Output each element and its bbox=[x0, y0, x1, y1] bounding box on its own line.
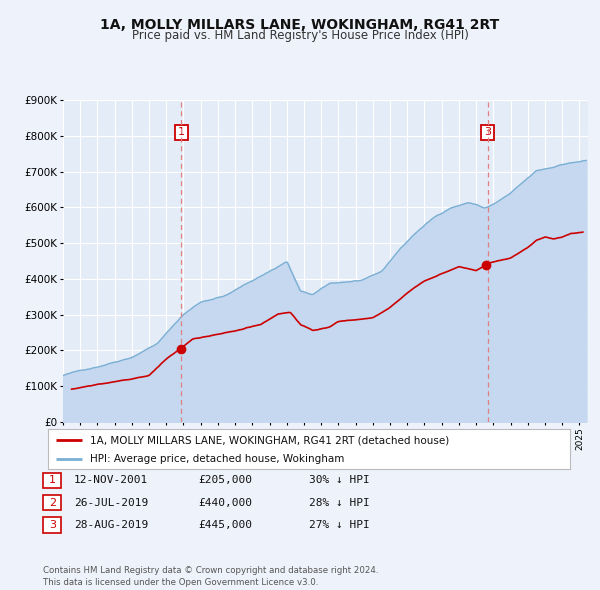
Text: 27% ↓ HPI: 27% ↓ HPI bbox=[308, 520, 370, 530]
Text: £440,000: £440,000 bbox=[198, 498, 252, 507]
Text: 3: 3 bbox=[49, 520, 56, 530]
Text: 1: 1 bbox=[49, 476, 56, 485]
Text: Price paid vs. HM Land Registry's House Price Index (HPI): Price paid vs. HM Land Registry's House … bbox=[131, 30, 469, 42]
Text: Contains HM Land Registry data © Crown copyright and database right 2024.
This d: Contains HM Land Registry data © Crown c… bbox=[43, 566, 379, 587]
Text: 1A, MOLLY MILLARS LANE, WOKINGHAM, RG41 2RT (detached house): 1A, MOLLY MILLARS LANE, WOKINGHAM, RG41 … bbox=[90, 435, 449, 445]
Text: 2: 2 bbox=[49, 498, 56, 507]
Text: 1: 1 bbox=[178, 127, 185, 137]
Text: 26-JUL-2019: 26-JUL-2019 bbox=[74, 498, 148, 507]
Text: 30% ↓ HPI: 30% ↓ HPI bbox=[308, 476, 370, 485]
Text: 28-AUG-2019: 28-AUG-2019 bbox=[74, 520, 148, 530]
Text: £205,000: £205,000 bbox=[198, 476, 252, 485]
Text: HPI: Average price, detached house, Wokingham: HPI: Average price, detached house, Woki… bbox=[90, 454, 344, 464]
Text: 1A, MOLLY MILLARS LANE, WOKINGHAM, RG41 2RT: 1A, MOLLY MILLARS LANE, WOKINGHAM, RG41 … bbox=[100, 18, 500, 32]
Text: 3: 3 bbox=[484, 127, 491, 137]
Text: 12-NOV-2001: 12-NOV-2001 bbox=[74, 476, 148, 485]
Text: 28% ↓ HPI: 28% ↓ HPI bbox=[308, 498, 370, 507]
Text: £445,000: £445,000 bbox=[198, 520, 252, 530]
